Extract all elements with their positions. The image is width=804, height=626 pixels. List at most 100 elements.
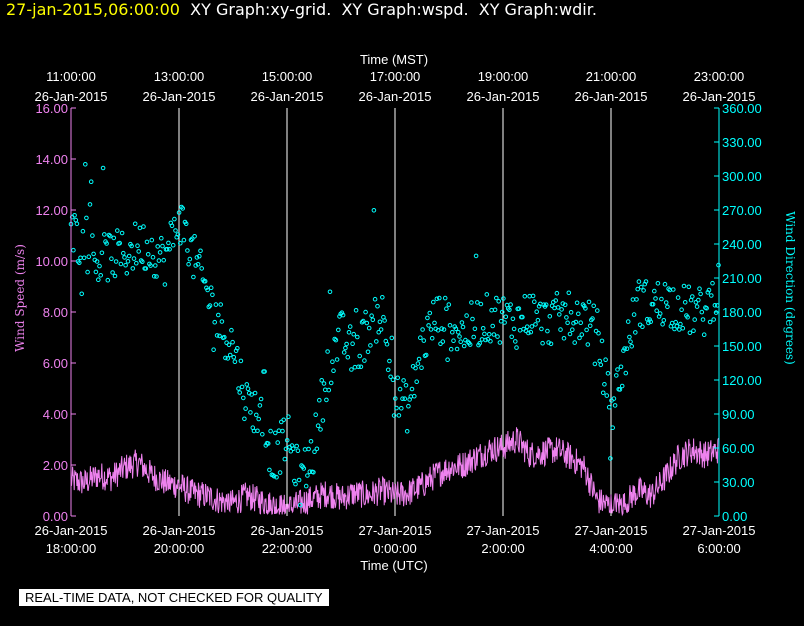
wind-direction-point <box>662 281 668 287</box>
wind-direction-point <box>534 309 540 315</box>
wind-direction-point <box>238 358 244 364</box>
wind-direction-point <box>612 403 618 408</box>
top-tick-date: 26-Jan-2015 <box>251 89 324 104</box>
wind-direction-point <box>275 440 281 445</box>
wind-direction-point <box>132 221 138 227</box>
wind-direction-point <box>634 297 639 302</box>
wind-direction-point <box>231 354 237 360</box>
wind-direction-point <box>598 362 604 368</box>
wind-direction-point <box>437 295 442 301</box>
wind-direction-point <box>526 330 531 336</box>
wind-direction-point <box>347 324 353 329</box>
wind-direction-point <box>325 349 330 354</box>
wind-direction-point <box>248 410 253 415</box>
wind-direction-point <box>483 337 488 343</box>
wind-direction-point <box>242 416 247 422</box>
wind-direction-point <box>413 365 418 371</box>
wind-direction-point <box>96 277 101 283</box>
wind-direction-point <box>479 337 485 342</box>
wind-direction-point <box>302 447 308 452</box>
wind-direction-point <box>317 397 322 403</box>
wind-direction-point <box>448 346 454 352</box>
wind-direction-point <box>617 387 623 392</box>
wind-direction-point <box>418 335 423 341</box>
wind-direction-point <box>277 470 283 475</box>
wind-direction-point <box>558 327 563 332</box>
top-tick-time: 11:00:00 <box>46 69 96 84</box>
wind-direction-point <box>663 300 669 305</box>
wind-direction-point <box>427 310 433 316</box>
wind-direction-point <box>704 305 709 311</box>
wind-direction-point <box>565 320 570 326</box>
wind-direction-point <box>478 301 484 307</box>
right-tick-label: 330.00 <box>722 135 762 150</box>
wind-direction-point <box>157 250 163 255</box>
wind-direction-point <box>214 333 220 338</box>
wind-direction-point <box>577 335 582 341</box>
wind-direction-point <box>686 284 692 290</box>
wind-direction-point <box>694 304 700 309</box>
wind-direction-point <box>260 432 265 437</box>
wind-direction-point <box>104 241 109 246</box>
wind-direction-point <box>456 329 461 335</box>
wind-direction-point <box>610 425 616 431</box>
wind-direction-point <box>303 483 309 489</box>
wind-direction-point <box>475 300 480 305</box>
wind-direction-point <box>164 246 170 252</box>
right-tick-label: 90.00 <box>722 407 755 422</box>
right-tick-label: 30.00 <box>722 475 755 490</box>
wind-direction-point <box>226 342 232 348</box>
wind-direction-point <box>160 243 165 249</box>
wind-direction-point <box>568 310 574 315</box>
wind-direction-point <box>135 243 140 248</box>
wind-direction-point <box>166 240 171 246</box>
wind-direction-point <box>453 326 459 332</box>
wind-direction-point <box>540 340 545 346</box>
top-tick-date: 26-Jan-2015 <box>467 89 540 104</box>
wind-direction-point <box>447 323 453 328</box>
wind-direction-point <box>576 311 581 317</box>
wind-direction-point <box>73 217 79 223</box>
wind-direction-point <box>122 255 127 260</box>
wind-direction-point <box>404 429 410 434</box>
wind-direction-point <box>262 369 267 374</box>
wind-direction-point <box>425 315 430 321</box>
wind-direction-point <box>77 260 82 266</box>
wind-direction-point <box>535 317 541 323</box>
top-axis-title: Time (MST) <box>360 52 428 67</box>
wind-direction-point <box>380 295 385 300</box>
wind-direction-point <box>208 285 214 291</box>
wind-direction-point <box>352 364 358 370</box>
wind-direction-point <box>189 236 195 242</box>
wind-direction-point <box>119 230 125 236</box>
wind-direction-point <box>509 334 515 340</box>
wind-direction-point <box>271 473 277 479</box>
wind-direction-point <box>349 367 354 372</box>
wind-direction-point <box>465 339 471 345</box>
wind-direction-point <box>603 357 608 363</box>
wind-direction-point <box>274 474 279 480</box>
wind-direction-point <box>281 417 287 423</box>
wind-direction-point <box>401 378 406 383</box>
wind-direction-point <box>93 269 99 275</box>
bottom-tick-date: 27-Jan-2015 <box>683 523 756 538</box>
bottom-axis-title: Time (UTC) <box>360 558 427 573</box>
wind-direction-point <box>322 387 328 393</box>
wind-direction-point <box>713 310 719 315</box>
wind-direction-point <box>657 311 663 316</box>
wind-direction-point <box>267 467 272 473</box>
wind-direction-point <box>253 412 259 418</box>
wind-direction-point <box>399 406 404 411</box>
wind-direction-point <box>376 329 382 335</box>
wind-direction-point <box>555 305 561 310</box>
bottom-tick-time: 18:00:00 <box>46 541 97 556</box>
wind-direction-point <box>705 290 711 295</box>
wind-direction-point <box>107 233 113 239</box>
wind-direction-point <box>236 386 241 391</box>
right-tick-label: 180.00 <box>722 305 762 320</box>
wind-direction-point <box>548 341 554 347</box>
wind-direction-point <box>229 327 234 333</box>
wind-direction-point <box>441 327 447 332</box>
wind-direction-point <box>623 370 629 376</box>
